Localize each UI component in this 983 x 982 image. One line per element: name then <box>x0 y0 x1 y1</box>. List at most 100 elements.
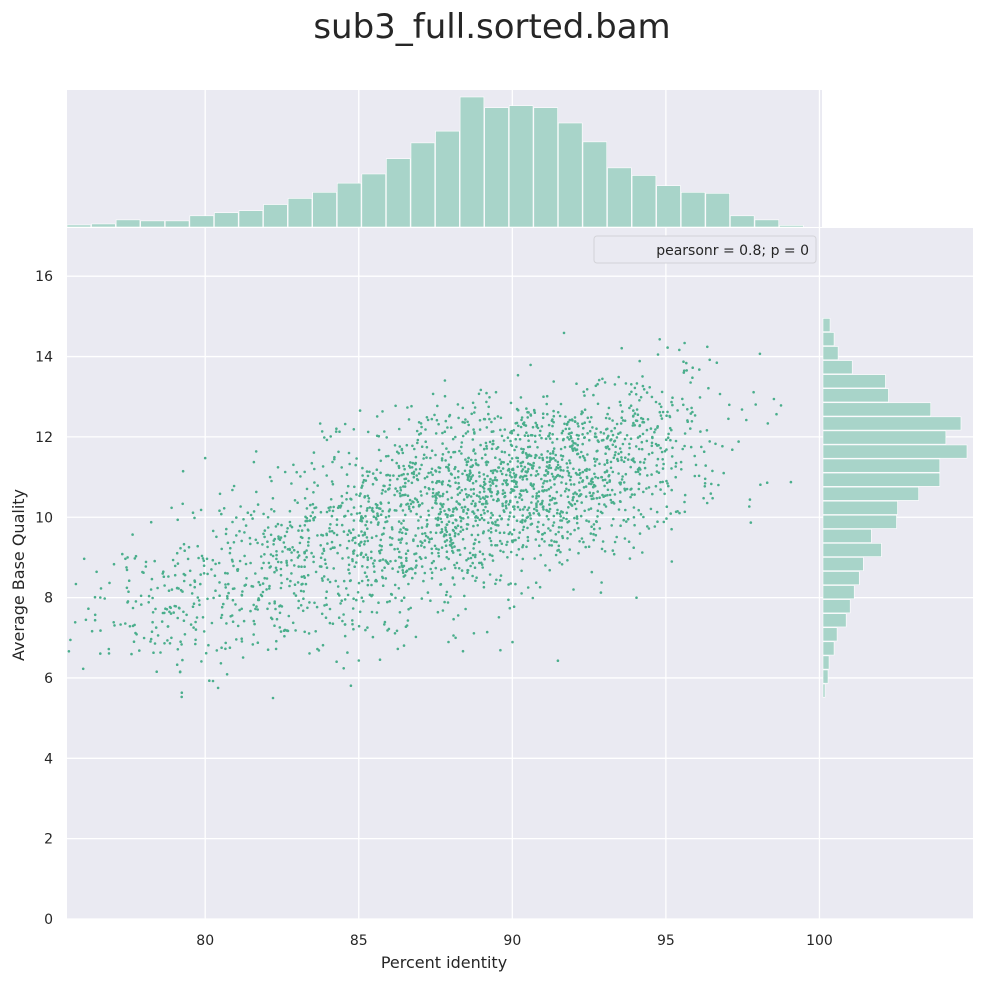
scatter-point <box>254 490 258 494</box>
scatter-point <box>521 468 525 471</box>
scatter-point <box>507 583 510 586</box>
scatter-point <box>555 501 558 505</box>
scatter-point <box>388 536 392 539</box>
scatter-point <box>446 498 450 501</box>
scatter-point <box>162 575 166 578</box>
scatter-point <box>418 467 422 471</box>
scatter-point <box>176 518 179 522</box>
scatter-point <box>495 492 499 496</box>
scatter-point <box>226 597 229 600</box>
scatter-point <box>224 532 228 536</box>
scatter-point <box>583 458 587 462</box>
scatter-point <box>613 493 617 496</box>
scatter-point <box>450 496 454 500</box>
scatter-point <box>471 499 475 503</box>
scatter-point <box>279 573 283 577</box>
scatter-point <box>453 467 456 471</box>
scatter-point <box>535 492 539 495</box>
scatter-point <box>527 467 530 471</box>
scatter-point <box>273 570 276 574</box>
scatter-point <box>182 542 186 546</box>
scatter-point <box>546 509 549 513</box>
scatter-point <box>402 485 405 488</box>
scatter-point <box>472 547 475 550</box>
scatter-point <box>465 558 468 562</box>
scatter-point <box>603 503 606 506</box>
scatter-point <box>446 515 449 519</box>
scatter-point <box>169 606 172 610</box>
scatter-point <box>575 521 579 525</box>
scatter-point <box>613 426 617 430</box>
scatter-point <box>108 581 111 585</box>
scatter-point <box>571 447 574 450</box>
scatter-point <box>457 475 460 479</box>
top-hist-bar <box>656 185 681 228</box>
scatter-point <box>602 495 605 499</box>
scatter-point <box>541 485 544 489</box>
scatter-point <box>571 419 574 422</box>
scatter-point <box>501 502 504 506</box>
scatter-point <box>482 480 486 484</box>
scatter-point <box>274 607 277 611</box>
scatter-point <box>335 427 338 431</box>
scatter-point <box>307 540 310 544</box>
scatter-point <box>604 416 608 420</box>
scatter-point <box>361 481 365 484</box>
scatter-point <box>387 454 390 458</box>
scatter-point <box>594 384 598 388</box>
scatter-point <box>251 517 254 520</box>
scatter-point <box>423 532 427 535</box>
scatter-point <box>525 477 529 481</box>
scatter-point <box>499 462 503 466</box>
scatter-point <box>465 512 469 515</box>
scatter-point <box>606 488 610 492</box>
scatter-point <box>390 458 394 462</box>
scatter-point <box>165 608 169 611</box>
scatter-point <box>516 505 520 509</box>
scatter-point <box>292 463 295 467</box>
scatter-point <box>312 491 315 494</box>
scatter-point <box>193 585 196 589</box>
scatter-point <box>249 561 252 565</box>
scatter-point <box>520 447 523 451</box>
scatter-point <box>548 543 551 547</box>
scatter-point <box>373 559 376 562</box>
scatter-point <box>656 457 660 461</box>
scatter-point <box>305 507 309 510</box>
scatter-point <box>210 621 214 625</box>
scatter-point <box>620 346 623 350</box>
scatter-point <box>388 483 392 487</box>
scatter-point <box>121 552 124 556</box>
scatter-point <box>315 605 319 609</box>
scatter-point <box>328 530 332 533</box>
scatter-point <box>539 502 542 506</box>
scatter-point <box>594 435 598 439</box>
scatter-point <box>561 475 564 479</box>
scatter-point <box>367 497 371 500</box>
scatter-point <box>135 633 138 636</box>
scatter-point <box>610 501 613 504</box>
scatter-point <box>448 415 451 418</box>
scatter-point <box>370 550 373 554</box>
scatter-point <box>671 446 674 450</box>
scatter-point <box>682 360 685 364</box>
scatter-point <box>559 465 562 469</box>
scatter-point <box>130 652 133 656</box>
scatter-point <box>442 502 445 506</box>
scatter-point <box>458 553 462 556</box>
scatter-point <box>366 430 370 434</box>
scatter-point <box>534 440 537 444</box>
scatter-point <box>99 596 102 599</box>
scatter-point <box>486 510 490 513</box>
right-hist-bar <box>822 613 847 628</box>
scatter-point <box>454 435 457 439</box>
scatter-point <box>551 524 555 527</box>
scatter-point <box>527 439 530 443</box>
scatter-point <box>314 570 318 574</box>
scatter-point <box>659 405 663 409</box>
scatter-point <box>573 491 577 494</box>
scatter-point <box>533 557 536 560</box>
scatter-point <box>425 475 429 479</box>
scatter-point <box>352 552 355 555</box>
scatter-point <box>519 396 523 399</box>
